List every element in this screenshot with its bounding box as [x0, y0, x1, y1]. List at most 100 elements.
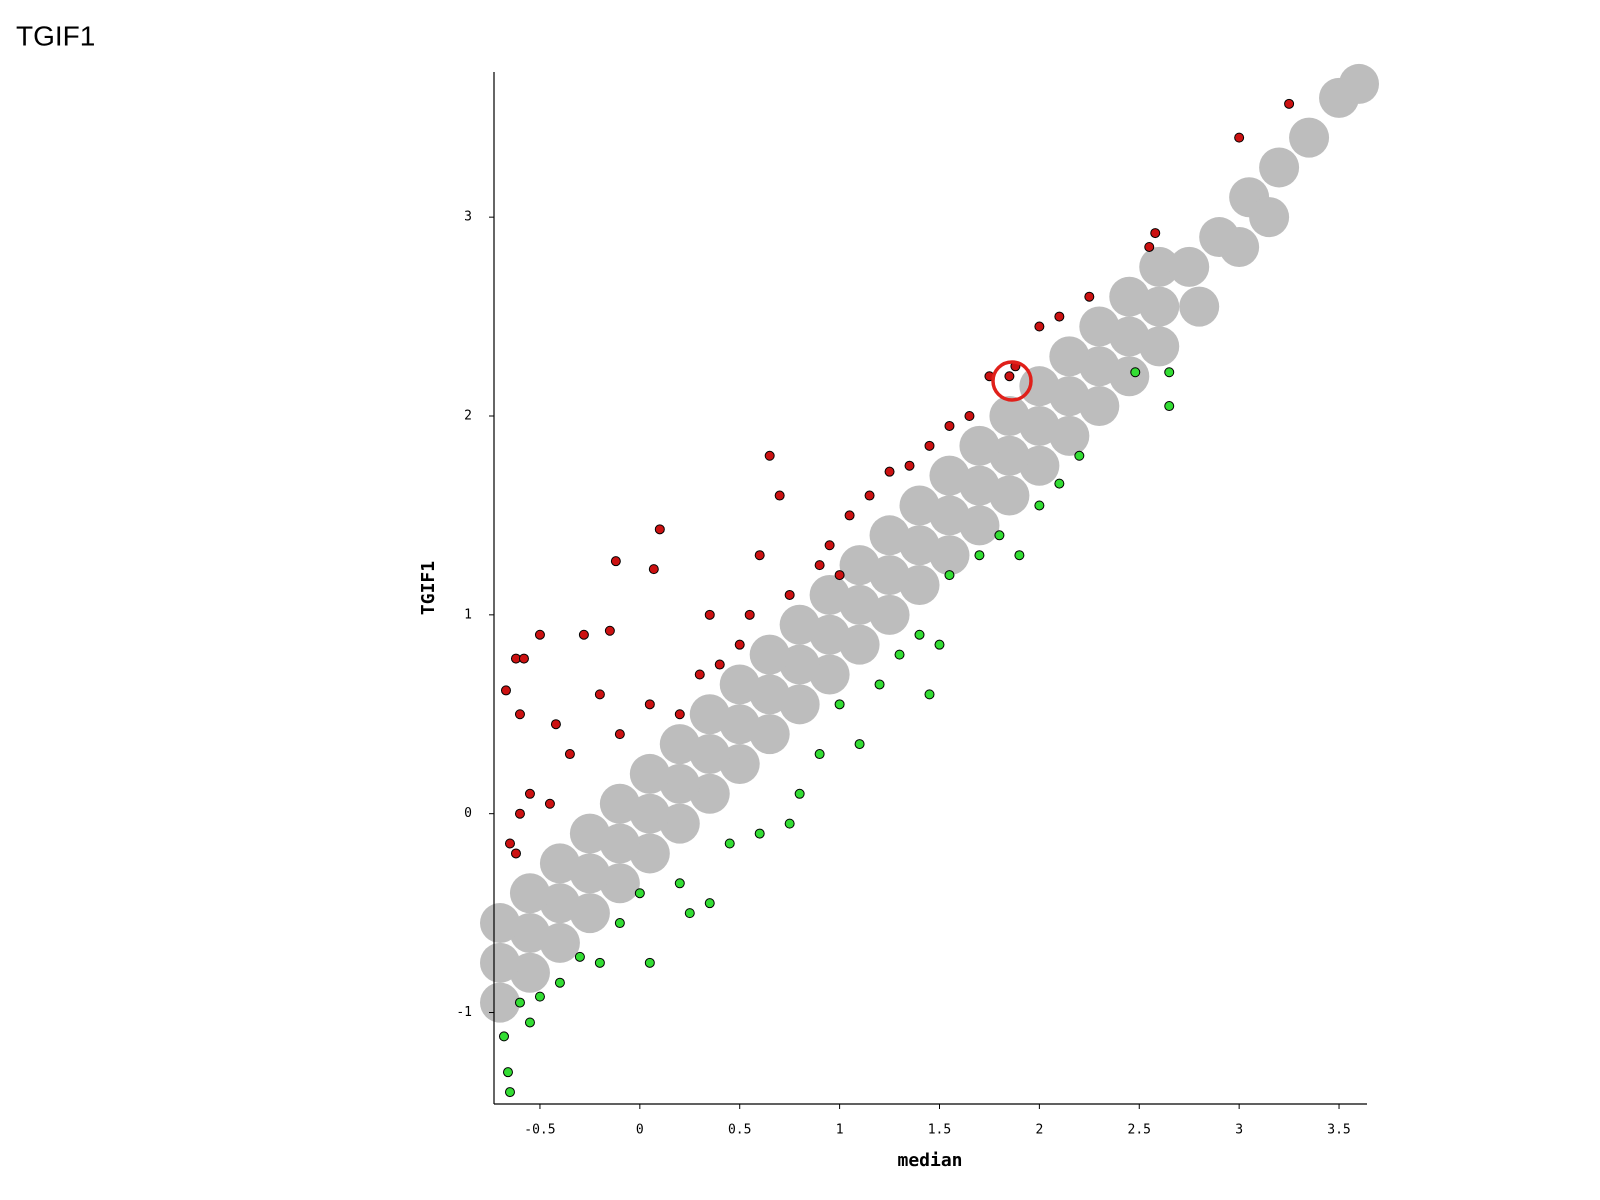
x-tick-label: 3.5 [1327, 1123, 1350, 1138]
point [604, 625, 615, 636]
point [834, 699, 845, 710]
point [904, 460, 915, 471]
point [844, 510, 855, 521]
point [744, 609, 755, 620]
point [502, 1067, 513, 1078]
x-tick-label: 2 [1035, 1123, 1043, 1138]
x-tick-label: 1.5 [928, 1123, 951, 1138]
point [839, 545, 880, 586]
point [974, 550, 985, 561]
point [659, 724, 700, 765]
x-tick-label: 2.5 [1128, 1123, 1151, 1138]
point [1234, 132, 1245, 143]
point [510, 848, 521, 859]
point [654, 524, 665, 535]
point [814, 749, 825, 760]
point [594, 689, 605, 700]
point [504, 1087, 515, 1098]
point [1034, 321, 1045, 332]
point [1179, 286, 1220, 327]
point [1109, 276, 1150, 317]
point [514, 997, 525, 1008]
point [814, 560, 825, 571]
y-tick-label: 3 [464, 210, 472, 225]
point [539, 843, 580, 884]
x-axis-label: median [897, 1150, 962, 1171]
point [1259, 147, 1300, 188]
point [794, 788, 805, 799]
point [724, 838, 735, 849]
point [1014, 550, 1025, 561]
point [914, 629, 925, 640]
point [534, 629, 545, 640]
point [924, 689, 935, 700]
point [809, 574, 850, 615]
point [944, 570, 955, 581]
x-tick-label: 0 [636, 1123, 644, 1138]
point [1169, 246, 1210, 287]
point [1074, 450, 1085, 461]
point [569, 813, 610, 854]
x-tick-label: 3 [1235, 1123, 1243, 1138]
point [884, 466, 895, 477]
point [504, 838, 515, 849]
point [554, 977, 565, 988]
point [564, 749, 575, 760]
point [524, 788, 535, 799]
point [764, 450, 775, 461]
point [644, 699, 655, 710]
point [1079, 306, 1120, 347]
point [694, 669, 705, 680]
point [749, 634, 790, 675]
point [594, 957, 605, 968]
point [479, 903, 520, 944]
chart-title: TGIF1 [16, 20, 95, 51]
point [1284, 98, 1295, 109]
point [929, 455, 970, 496]
plot-area [479, 63, 1380, 1098]
point [578, 629, 589, 640]
point [518, 653, 529, 664]
point [1150, 228, 1161, 239]
point [869, 515, 910, 556]
point [479, 942, 520, 983]
point [854, 739, 865, 750]
point [704, 898, 715, 909]
point [964, 411, 975, 421]
point [989, 396, 1030, 436]
point [1289, 117, 1330, 158]
point [1019, 366, 1060, 407]
point [514, 808, 525, 819]
point [784, 818, 795, 829]
highlight-circle [991, 360, 1033, 402]
point [1130, 367, 1141, 378]
y-tick-label: 0 [464, 806, 472, 821]
y-axis-label: TGIF1 [418, 561, 439, 615]
point [719, 664, 760, 705]
point [610, 556, 621, 567]
point [1164, 401, 1175, 412]
point [479, 982, 520, 1023]
point [1139, 246, 1180, 287]
point [779, 604, 820, 645]
point [629, 753, 670, 794]
point [894, 649, 905, 660]
point [1004, 371, 1015, 382]
point [614, 918, 625, 929]
point [1034, 500, 1045, 511]
point [934, 639, 945, 650]
point [648, 564, 659, 575]
point [544, 798, 555, 809]
point [899, 485, 940, 526]
point [599, 783, 640, 824]
point [834, 570, 845, 581]
point [1249, 197, 1290, 238]
point [714, 659, 725, 670]
point [514, 709, 525, 720]
point [500, 685, 511, 696]
point [1054, 478, 1065, 489]
point [684, 908, 695, 919]
point [524, 1017, 535, 1028]
point [574, 951, 585, 962]
